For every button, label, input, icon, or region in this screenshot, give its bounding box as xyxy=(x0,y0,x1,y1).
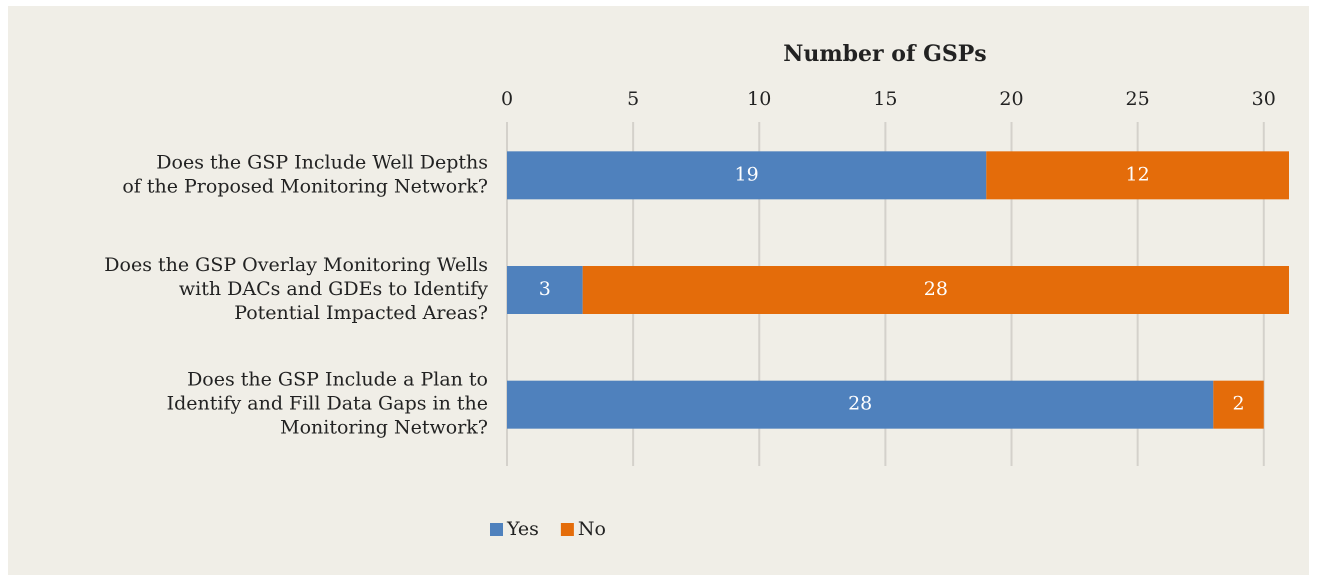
bar-segment xyxy=(1213,380,1264,429)
bar-segment xyxy=(507,151,987,200)
data-label: 3 xyxy=(539,278,551,300)
y-tick-label: Potential Impacted Areas? xyxy=(234,302,488,324)
x-tick-label: 30 xyxy=(1252,88,1276,110)
y-tick-label: Identify and Fill Data Gaps in the xyxy=(167,393,488,415)
data-label: 19 xyxy=(735,163,759,185)
data-label: 2 xyxy=(1233,393,1245,415)
data-label: 28 xyxy=(924,278,948,300)
chart-title: Number of GSPs xyxy=(783,41,986,67)
x-tick-label: 20 xyxy=(999,88,1023,110)
legend-label: No xyxy=(578,518,606,540)
legend-label: Yes xyxy=(506,518,539,540)
bar-segment xyxy=(507,266,583,314)
x-tick-label: 5 xyxy=(627,88,639,110)
legend-swatch xyxy=(560,523,574,536)
bar-segment xyxy=(582,266,1289,314)
y-tick-label: Does the GSP Include Well Depths xyxy=(156,151,488,173)
y-tick-label: Does the GSP Include a Plan to xyxy=(187,369,488,391)
bar-segment xyxy=(507,380,1214,429)
x-tick-label: 15 xyxy=(873,88,897,110)
x-tick-label: 25 xyxy=(1126,88,1150,110)
y-tick-label: with DACs and GDEs to Identify xyxy=(179,278,488,300)
legend-swatch xyxy=(490,523,503,536)
y-tick-label: Monitoring Network? xyxy=(280,417,488,439)
y-tick-label: of the Proposed Monitoring Network? xyxy=(122,175,488,197)
data-label: 12 xyxy=(1126,163,1150,185)
data-label: 28 xyxy=(848,393,872,415)
x-tick-label: 10 xyxy=(747,88,771,110)
bar-segment xyxy=(986,151,1289,200)
x-tick-label: 0 xyxy=(501,88,513,110)
y-tick-label: Does the GSP Overlay Monitoring Wells xyxy=(104,254,488,276)
